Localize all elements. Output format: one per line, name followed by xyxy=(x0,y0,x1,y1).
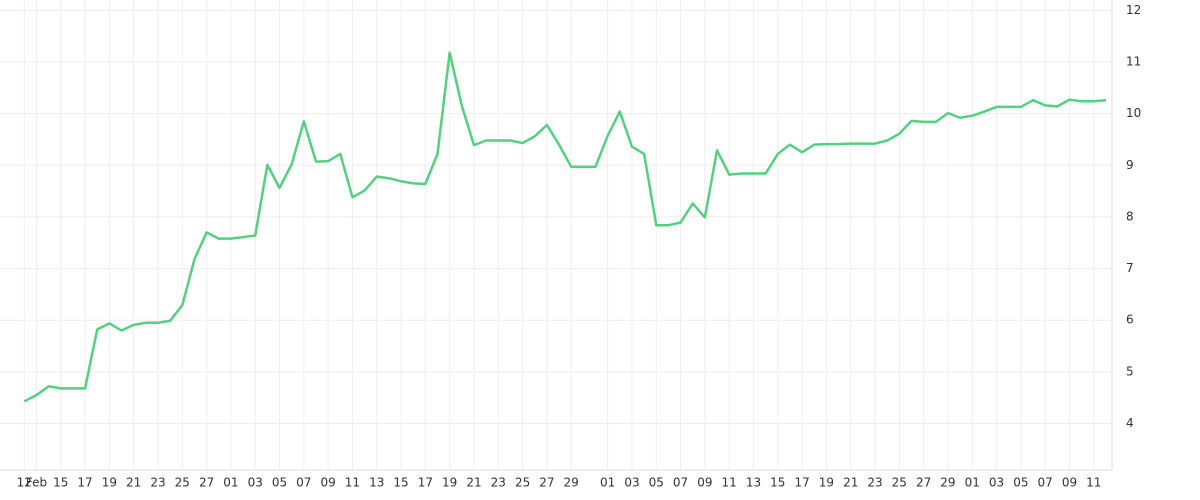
y-tick-label: 11 xyxy=(1126,54,1141,68)
x-tick-label: 11 xyxy=(722,476,737,490)
y-tick-label: 12 xyxy=(1126,3,1141,17)
x-tick-label: 15 xyxy=(770,476,785,490)
x-tick-label: 27 xyxy=(539,476,554,490)
x-tick-label: 11 xyxy=(1086,476,1101,490)
x-tick-label: 23 xyxy=(491,476,506,490)
x-tick-label: 23 xyxy=(150,476,165,490)
x-tick-label: 11 xyxy=(345,476,360,490)
x-tick-label: 12 xyxy=(17,476,32,490)
x-tick-label: 13 xyxy=(369,476,384,490)
x-tick-label: 19 xyxy=(102,476,117,490)
x-tick-label: Feb xyxy=(26,476,47,490)
x-tick-label: 29 xyxy=(564,476,579,490)
x-tick-label: 19 xyxy=(442,476,457,490)
x-tick-label: 09 xyxy=(320,476,335,490)
line-series xyxy=(23,51,1107,403)
y-tick-label: 7 xyxy=(1126,261,1134,275)
x-tick-label: 01 xyxy=(965,476,980,490)
x-tick-label: 03 xyxy=(248,476,263,490)
x-tick-label: 07 xyxy=(296,476,311,490)
x-tick-label: 07 xyxy=(673,476,688,490)
x-tick-label: 05 xyxy=(649,476,664,490)
y-tick-label: 6 xyxy=(1126,313,1134,327)
x-tick-label: 05 xyxy=(1013,476,1028,490)
x-tick-label: 27 xyxy=(199,476,214,490)
x-tick-label: 17 xyxy=(418,476,433,490)
y-tick-label: 8 xyxy=(1126,209,1134,223)
x-tick-label: 25 xyxy=(515,476,530,490)
x-tick-label: 13 xyxy=(746,476,761,490)
y-tick-label: 5 xyxy=(1126,364,1134,378)
x-tick-label: 15 xyxy=(393,476,408,490)
x-tick-label: 23 xyxy=(867,476,882,490)
x-tick-label: 01 xyxy=(600,476,615,490)
x-tick-label: 03 xyxy=(624,476,639,490)
x-tick-label: 17 xyxy=(77,476,92,490)
y-tick-label: 10 xyxy=(1126,106,1141,120)
x-tick-label: 27 xyxy=(916,476,931,490)
x-tick-label: 09 xyxy=(1062,476,1077,490)
x-tick-label: 21 xyxy=(466,476,481,490)
x-tick-label: 05 xyxy=(272,476,287,490)
x-tick-label: 19 xyxy=(819,476,834,490)
y-tick-label: 4 xyxy=(1126,416,1134,430)
x-tick-label: 15 xyxy=(53,476,68,490)
y-tick-label: 9 xyxy=(1126,158,1134,172)
x-tick-label: 07 xyxy=(1038,476,1053,490)
x-tick-label: 01 xyxy=(223,476,238,490)
x-tick-label: 03 xyxy=(989,476,1004,490)
x-tick-label: 17 xyxy=(794,476,809,490)
x-tick-label: 21 xyxy=(843,476,858,490)
x-tick-label: 25 xyxy=(175,476,190,490)
x-tick-label: 09 xyxy=(697,476,712,490)
x-tick-label: 29 xyxy=(940,476,955,490)
x-tick-label: 21 xyxy=(126,476,141,490)
x-tick-label: 25 xyxy=(892,476,907,490)
